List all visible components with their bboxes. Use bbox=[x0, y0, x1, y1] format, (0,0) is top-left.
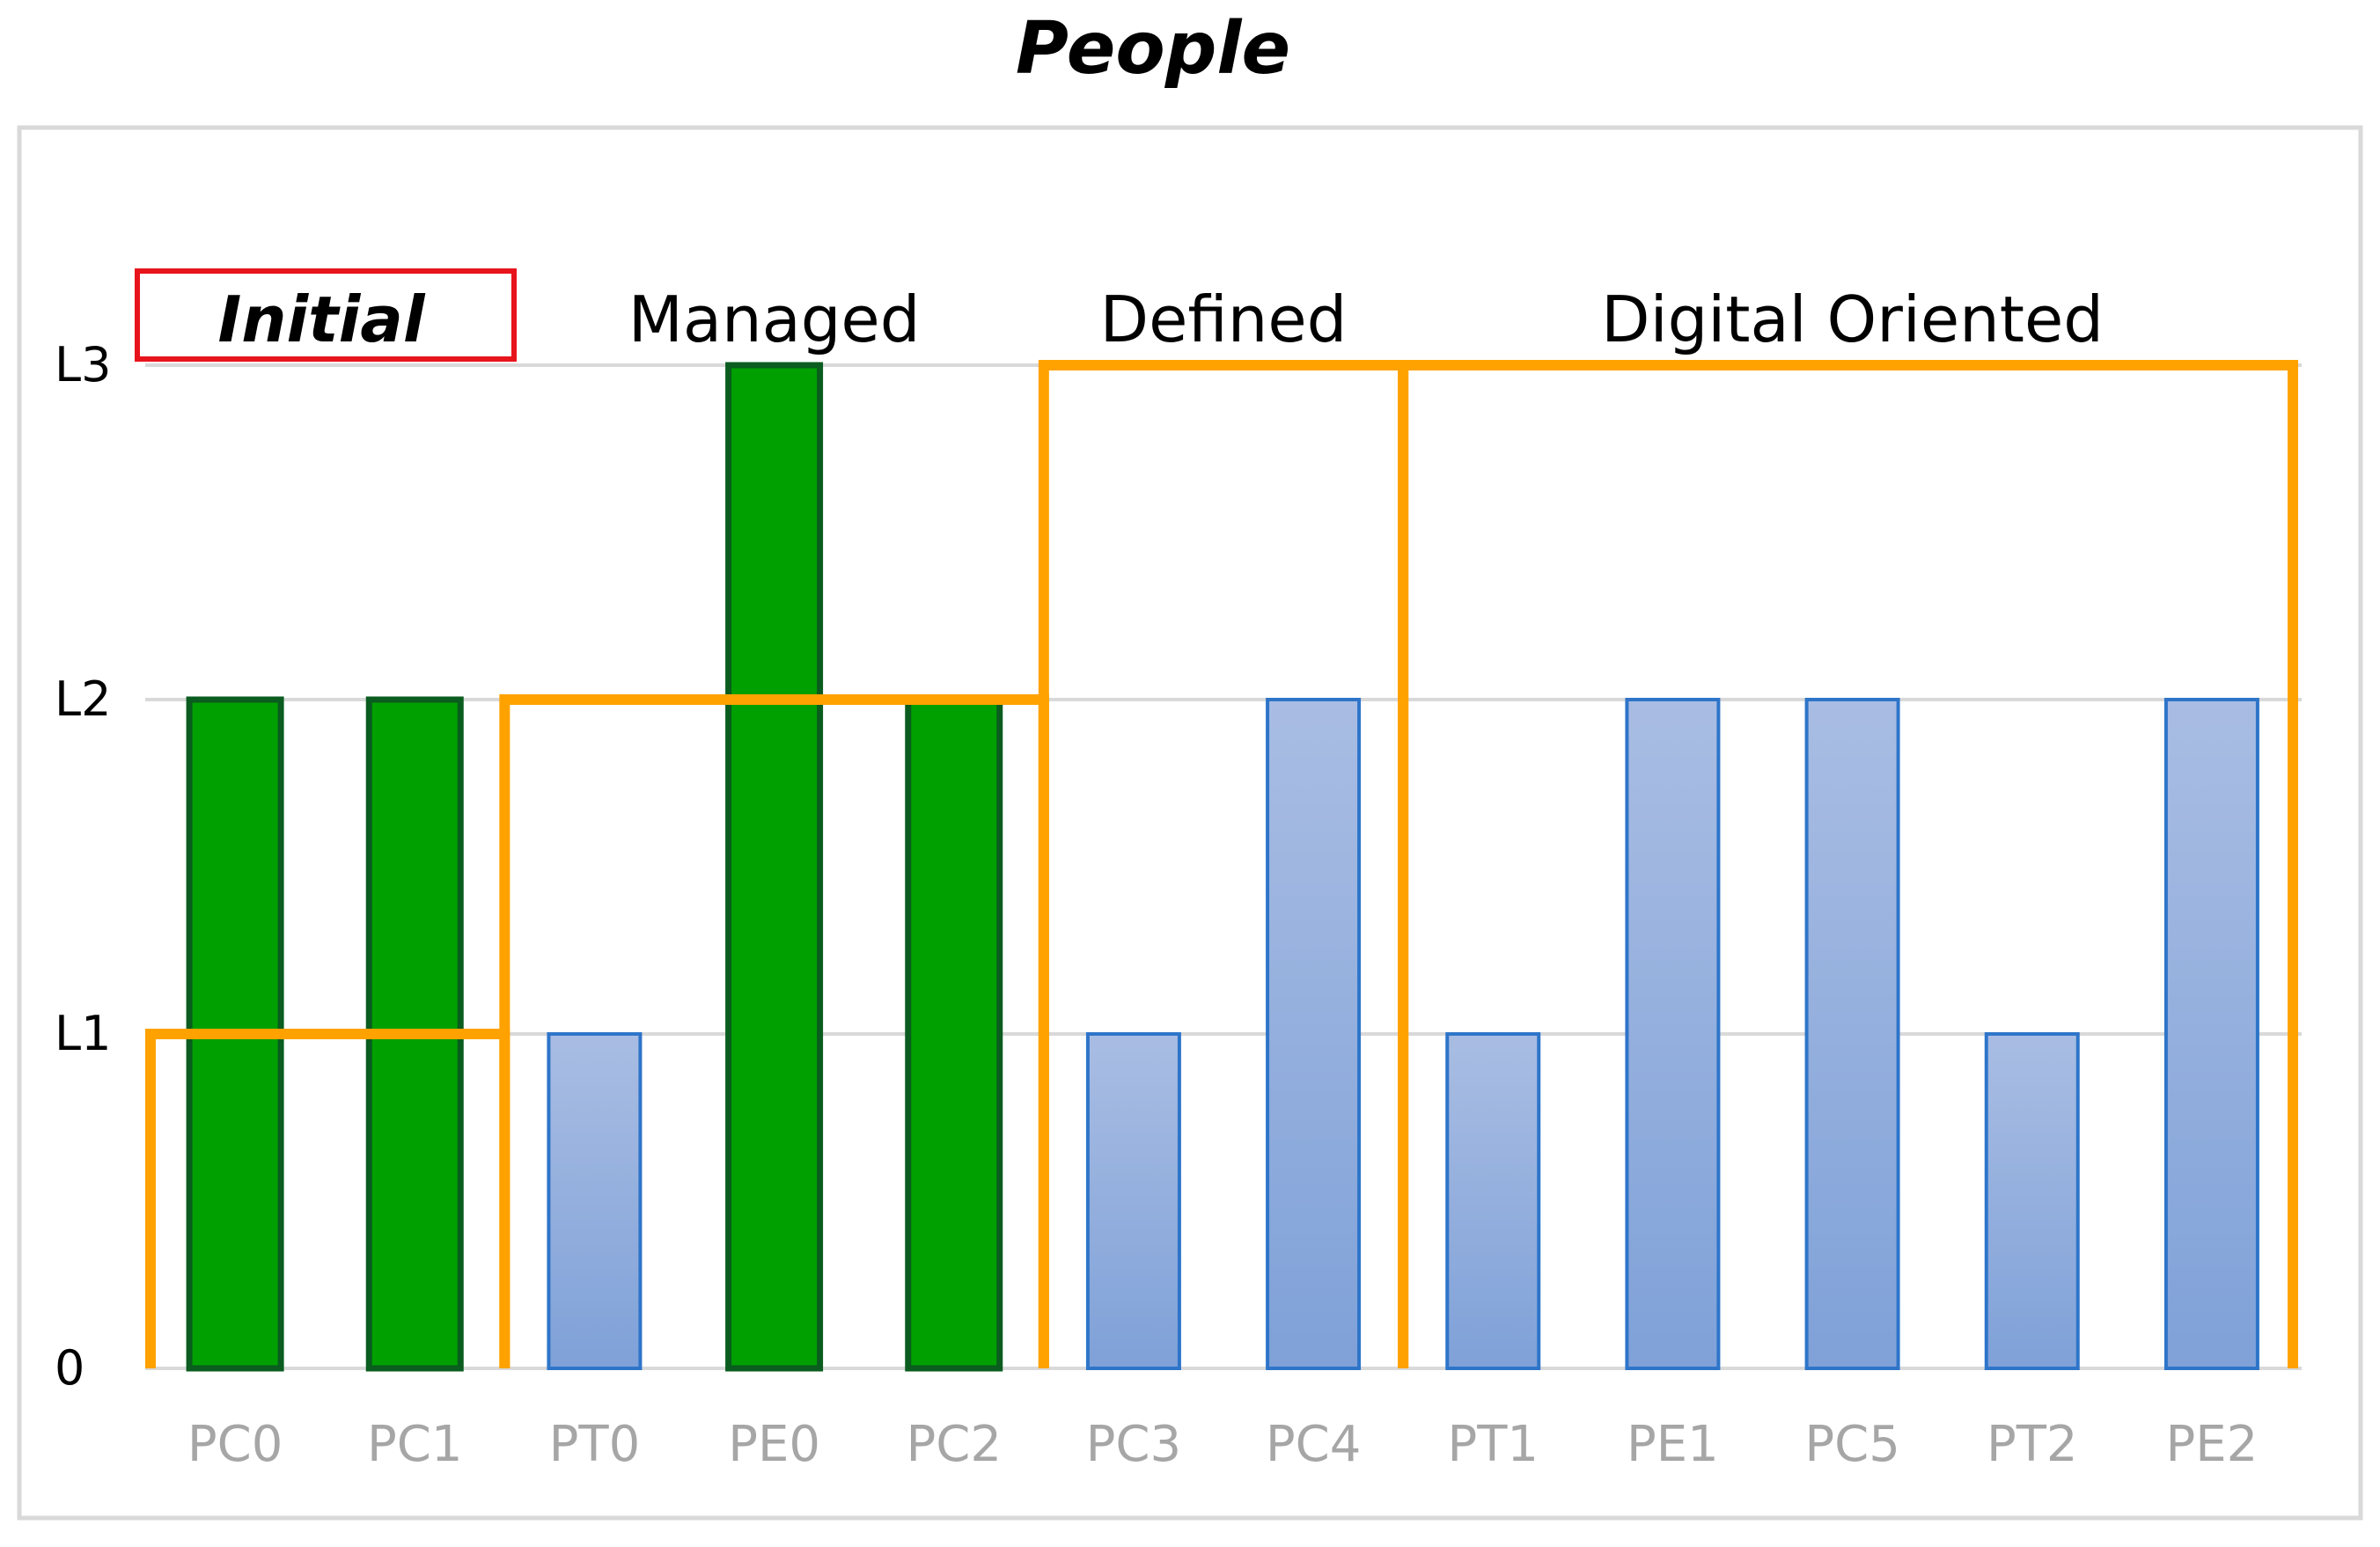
zone-layer bbox=[145, 360, 2298, 1368]
zone-label-managed: Managed bbox=[628, 282, 921, 356]
x-tick-label: PT1 bbox=[1447, 1416, 1539, 1473]
zone-label-initial: Initial bbox=[217, 282, 425, 356]
x-tick-label: PC1 bbox=[367, 1416, 463, 1473]
bar-pe2 bbox=[2163, 698, 2259, 1370]
chart-title: People bbox=[1015, 7, 1291, 91]
x-tick-label: PE2 bbox=[2166, 1416, 2259, 1473]
bar-pt2 bbox=[1984, 1032, 2080, 1370]
bar-pc4 bbox=[1266, 698, 1362, 1370]
zone-outline-digital-oriented bbox=[1398, 360, 2298, 1368]
y-tick-label: L1 bbox=[55, 1006, 111, 1061]
bar-pe0 bbox=[725, 362, 824, 1372]
y-tick-label: L2 bbox=[55, 671, 111, 727]
x-tick-label: PC3 bbox=[1086, 1416, 1182, 1473]
bar-pt1 bbox=[1445, 1032, 1541, 1370]
y-tick-label: 0 bbox=[55, 1340, 84, 1396]
initial-highlight-box bbox=[135, 268, 517, 362]
bar-pe1 bbox=[1625, 698, 1721, 1370]
label-layer: 0 L1 L2 L3 PC0 PC1 PT0 PE0 PC2 PC3 PC4 PT1 PE1 PC5 PT2… bbox=[55, 268, 2259, 1473]
bar-pc3 bbox=[1085, 1032, 1181, 1370]
zone-label-defined: Defined bbox=[1100, 282, 1348, 356]
x-tick-label: PT2 bbox=[1987, 1416, 2078, 1473]
x-tick-label: PC4 bbox=[1266, 1416, 1362, 1473]
x-tick-label: PC5 bbox=[1804, 1416, 1900, 1473]
x-tick-label: PC0 bbox=[187, 1416, 283, 1473]
x-tick-label: PE1 bbox=[1627, 1416, 1719, 1473]
x-tick-label: PE0 bbox=[728, 1416, 820, 1473]
bar-pt0 bbox=[547, 1032, 643, 1370]
bar-pc2 bbox=[905, 696, 1003, 1372]
y-tick-label: L3 bbox=[55, 337, 111, 392]
zone-label-digital-oriented: Digital Oriented bbox=[1601, 282, 2104, 356]
bar-pc5 bbox=[1804, 698, 1900, 1370]
x-tick-label: PT0 bbox=[549, 1416, 641, 1473]
x-tick-label: PC2 bbox=[907, 1416, 1003, 1473]
